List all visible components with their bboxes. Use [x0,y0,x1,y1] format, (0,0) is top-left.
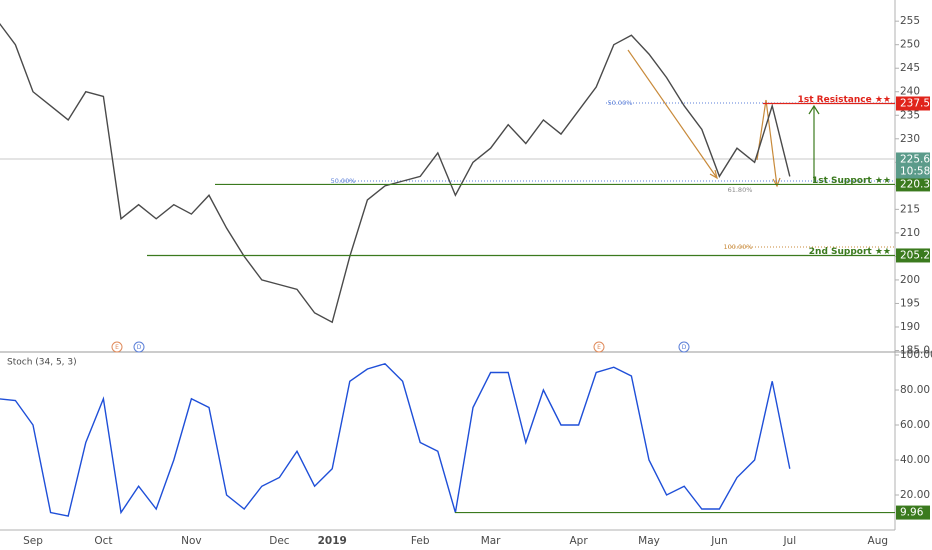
y-tick-label: 230 [900,133,920,145]
event-label: E [597,344,601,351]
badge-text: 205.2 [900,249,930,261]
y-tick-label: 60.00 [900,419,930,431]
y-tick-label: 215 [900,203,920,215]
y-tick-label: 80.00 [900,384,930,396]
y-tick-label: 240 [900,86,920,98]
x-tick-label: 2019 [318,535,347,547]
fib-label: 100.00% [724,243,753,251]
x-tick-label: Oct [94,535,112,547]
x-tick-label: Sep [23,535,43,547]
x-tick-label: Jul [782,535,796,547]
x-tick-label: May [638,535,660,547]
y-tick-label: 100.00 [900,349,932,361]
countdown: 10:58 [900,165,930,177]
indicator-title: Stoch (34, 5, 3) [7,358,77,368]
level-label: 1st Resistance ★★ [798,95,891,105]
y-tick-label: 210 [900,227,920,239]
y-tick-label: 190 [900,321,920,333]
event-marker [111,341,123,353]
event-label: D [682,344,687,351]
y-tick-label: 235 [900,109,920,121]
x-tick-label: Feb [411,535,430,547]
x-tick-label: Dec [269,535,290,547]
level-label: 1st Support ★★ [812,176,891,186]
price-line-series [0,22,791,324]
event-marker [593,341,605,353]
event-label: E [115,344,119,351]
price-badge [896,248,930,263]
stoch-badge-text: 9.96 [900,507,924,519]
y-tick-label: 195 [900,297,920,309]
price-badge [896,96,930,111]
x-tick-label: Mar [481,535,501,547]
y-tick-label: 20.00 [900,489,930,501]
x-tick-label: Jun [710,535,727,547]
x-tick-label: Apr [570,535,589,547]
stoch-badge [896,505,930,520]
last-price-badge [896,152,930,179]
badge-text: 237.5 [900,98,930,110]
fib-label: 61.80% [728,186,753,194]
x-tick-label: Nov [181,535,202,547]
event-label: D [137,344,142,351]
stoch-line [0,362,791,517]
event-marker [678,341,690,353]
badge-text: 220.3 [900,178,930,190]
target-arrow [808,104,820,183]
y-tick-label: 245 [900,62,920,74]
fib-label: 50.00% [608,99,633,107]
y-tick-label: 255 [900,15,920,27]
event-marker [133,341,145,353]
y-tick-label: 185.0 [900,345,930,357]
y-tick-label: 40.00 [900,454,930,466]
last-price: 225.6 [900,153,930,165]
price-badge [896,177,930,192]
y-tick-label: 200 [900,274,920,286]
level-label: 2nd Support ★★ [809,247,891,257]
fib-label: 50.00% [331,177,356,185]
y-tick-label: 250 [900,39,920,51]
x-tick-label: Aug [868,535,889,547]
